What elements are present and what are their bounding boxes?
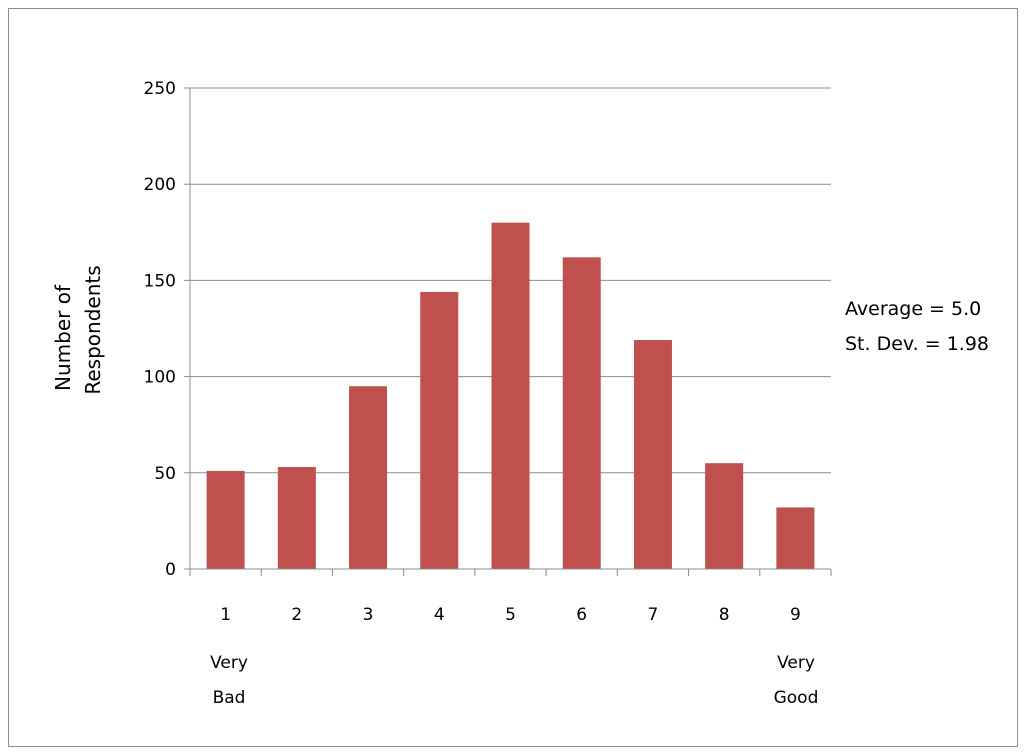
stdev-annotation: St. Dev. = 1.98 (845, 333, 989, 355)
x-tick-label: 1 (220, 605, 231, 625)
average-annotation: Average = 5.0 (845, 298, 981, 320)
y-tick-label: 50 (154, 464, 176, 484)
end-label-right-line-2: Good (774, 688, 819, 708)
x-tick-labels: 1 2 3 4 5 6 7 8 9 (220, 605, 801, 625)
x-tick-label: 9 (790, 605, 801, 625)
y-tick-label: 100 (144, 368, 176, 388)
y-tick-label: 150 (144, 271, 176, 291)
end-label-right-line-1: Very (777, 653, 815, 673)
y-axis-label-line-1: Number of (51, 284, 75, 391)
bar (776, 507, 815, 569)
x-tick-label: 2 (291, 605, 302, 625)
x-tick-label: 8 (719, 605, 730, 625)
bar (349, 386, 388, 569)
x-tick-label: 7 (648, 605, 659, 625)
x-tick-label: 4 (434, 605, 445, 625)
y-tick-marks (184, 87, 190, 570)
bar (206, 470, 245, 569)
bar (562, 257, 601, 569)
end-label-left-line-1: Very (210, 653, 248, 673)
x-tick-label: 3 (363, 605, 374, 625)
y-axis-label-line-2: Respondents (81, 265, 105, 394)
x-tick-marks (189, 569, 832, 576)
end-label-left-line-2: Bad (213, 688, 246, 708)
y-tick-label: 0 (165, 560, 176, 580)
x-tick-label: 6 (576, 605, 587, 625)
y-tick-label: 250 (144, 79, 176, 99)
bar (491, 222, 530, 569)
bar (420, 291, 459, 569)
axes (189, 88, 831, 570)
bar (277, 467, 316, 569)
bars (206, 222, 815, 569)
bar (633, 340, 672, 569)
bar (705, 463, 744, 569)
y-tick-label: 200 (144, 175, 176, 195)
x-tick-label: 5 (505, 605, 516, 625)
y-tick-labels: 0 50 100 150 200 250 (144, 79, 176, 580)
